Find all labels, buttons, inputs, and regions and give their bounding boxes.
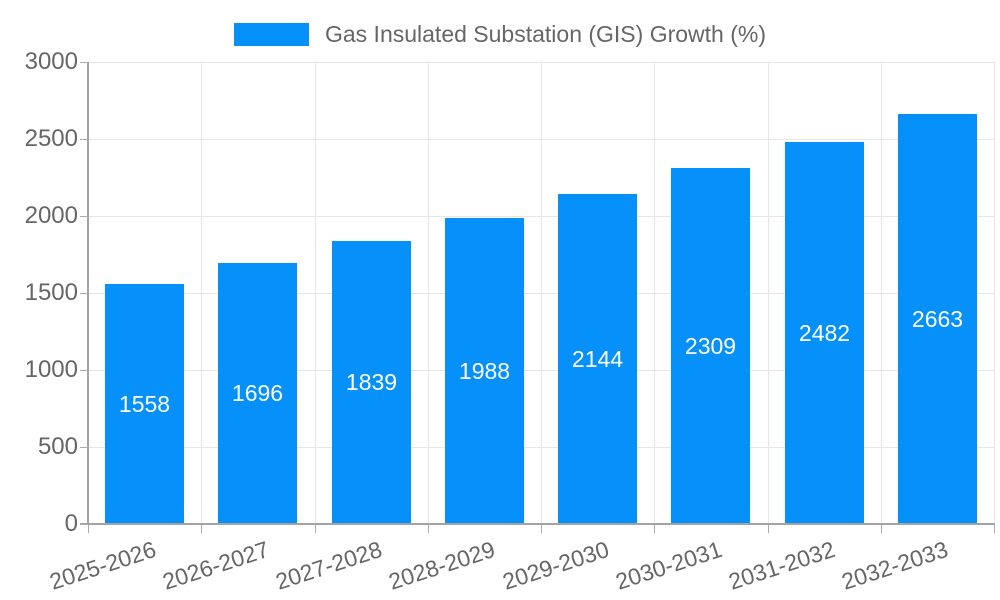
y-axis-tick-mark	[80, 370, 88, 371]
gridline-vertical	[201, 62, 202, 524]
y-tick-label: 500	[37, 433, 78, 460]
y-axis-tick-mark	[80, 62, 88, 63]
x-axis-tick-mark	[315, 525, 316, 533]
y-axis-tick-mark	[80, 447, 88, 448]
bar-value-label: 2663	[911, 305, 964, 332]
y-tick-label: 3000	[24, 48, 78, 75]
y-tick-label: 2000	[24, 202, 78, 229]
y-axis-tick-mark	[80, 524, 88, 525]
bar-value-label: 1558	[118, 390, 171, 417]
x-axis-tick-mark	[201, 525, 202, 533]
bar-value-label: 1696	[231, 380, 284, 406]
legend-swatch	[233, 22, 309, 46]
bar-value-label: 2482	[798, 319, 851, 346]
bar-2029-2030[interactable]: 2144	[558, 194, 637, 524]
x-axis-tick-mark	[88, 525, 89, 533]
bar-value-label: 1839	[345, 369, 398, 395]
bar-value-label: 2309	[684, 332, 737, 359]
bar-2027-2028[interactable]: 1839	[332, 241, 411, 524]
gridline-vertical	[428, 62, 429, 524]
x-axis-tick-mark	[654, 525, 655, 533]
bar-2031-2032[interactable]: 2482	[785, 142, 864, 524]
x-axis-tick-mark	[994, 525, 995, 533]
gridline-vertical	[541, 62, 542, 524]
bar-value-label: 2144	[571, 345, 624, 372]
x-axis-tick-mark	[541, 525, 542, 533]
plot-area: 1558 1696 1839 1988 2144 2309 2482 2663	[88, 62, 995, 524]
bar-value-label: 1988	[458, 357, 511, 384]
gridline-vertical	[994, 62, 995, 524]
y-axis-tick-mark	[80, 139, 88, 140]
y-tick-label: 1500	[24, 279, 78, 306]
y-tick-label: 2500	[24, 125, 78, 152]
chart-legend[interactable]: Gas Insulated Substation (GIS) Growth (%…	[0, 14, 1000, 54]
y-axis-tick-mark	[80, 293, 88, 294]
bar-2032-2033[interactable]: 2663	[898, 114, 977, 524]
y-axis-tick-mark	[80, 216, 88, 217]
legend-label: Gas Insulated Substation (GIS) Growth (%…	[324, 20, 766, 47]
bar-2026-2027[interactable]: 1696	[218, 263, 297, 524]
bar-2030-2031[interactable]: 2309	[671, 168, 750, 524]
bar-2025-2026[interactable]: 1558	[105, 284, 184, 524]
x-axis-line	[80, 523, 995, 525]
x-axis-tick-mark	[428, 525, 429, 533]
gridline-vertical	[768, 62, 769, 524]
x-axis-tick-mark	[768, 525, 769, 533]
gridline-vertical	[654, 62, 655, 524]
y-tick-label: 1000	[24, 356, 78, 383]
x-axis-tick-mark	[881, 525, 882, 533]
y-tick-label: 0	[64, 510, 78, 537]
y-axis-line	[87, 62, 89, 525]
gridline-vertical	[881, 62, 882, 524]
bar-2028-2029[interactable]: 1988	[445, 218, 524, 524]
gridline-vertical	[315, 62, 316, 524]
